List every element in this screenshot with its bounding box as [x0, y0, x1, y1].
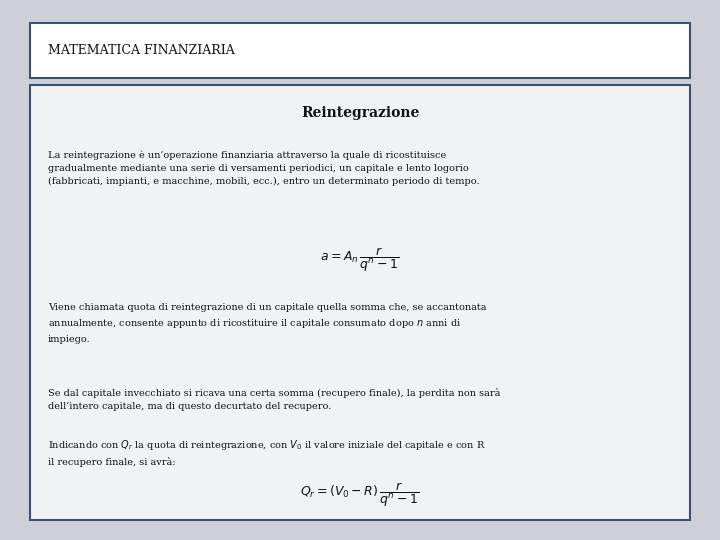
Text: Indicando con $Q_r$ la quota di reintegrazione, con $V_0$ il valore iniziale del: Indicando con $Q_r$ la quota di reintegr…: [48, 438, 486, 467]
Bar: [30, 23, 690, 78]
Text: La reintegrazione è un’operazione finanziaria attraverso la quale di ricostituis: La reintegrazione è un’operazione finanz…: [48, 150, 480, 186]
Text: Viene chiamata quota di reintegrazione di un capitale quella somma che, se accan: Viene chiamata quota di reintegrazione d…: [48, 303, 487, 343]
Bar: [30, 85, 690, 520]
Text: MATEMATICA FINANZIARIA: MATEMATICA FINANZIARIA: [48, 44, 235, 57]
Text: Se dal capitale invecchiato si ricava una certa somma (recupero finale), la perd: Se dal capitale invecchiato si ricava un…: [48, 388, 500, 411]
Text: $Q_r = (V_0 - R)\,\dfrac{r}{q^n - 1}$: $Q_r = (V_0 - R)\,\dfrac{r}{q^n - 1}$: [300, 481, 420, 509]
Text: $a = A_n\,\dfrac{r}{q^n - 1}$: $a = A_n\,\dfrac{r}{q^n - 1}$: [320, 246, 400, 274]
Text: Reintegrazione: Reintegrazione: [301, 106, 419, 120]
